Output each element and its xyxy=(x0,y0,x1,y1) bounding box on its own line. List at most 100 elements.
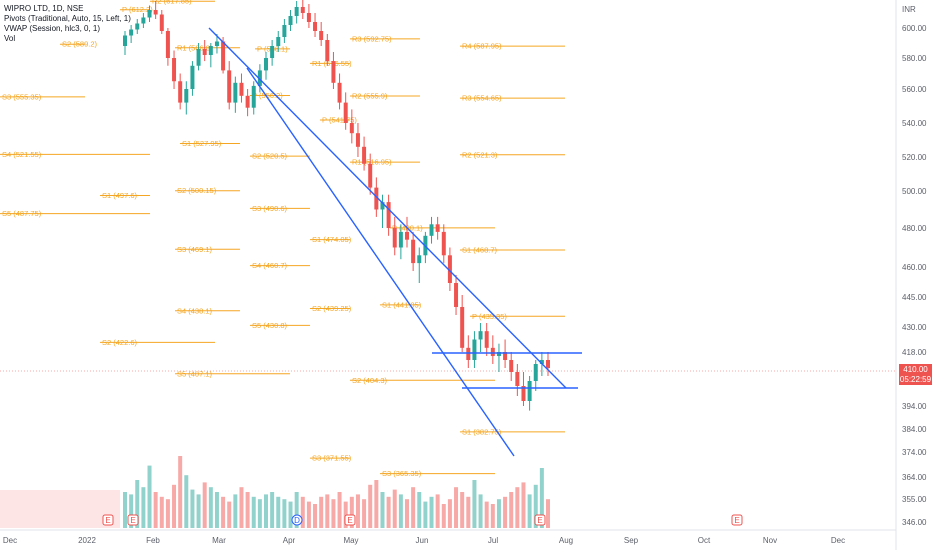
price-tick-label: 600.00 xyxy=(902,24,927,33)
volume-bar xyxy=(135,480,140,528)
candle-body xyxy=(251,85,256,108)
candle-body xyxy=(417,255,422,264)
earnings-marker[interactable]: E xyxy=(102,514,114,526)
time-tick-label: Jul xyxy=(488,536,498,545)
volume-bar xyxy=(196,494,201,528)
volume-bar xyxy=(227,501,232,528)
pivot-label: S4 (521.55) xyxy=(2,150,42,159)
earnings-marker-label: E xyxy=(537,516,542,525)
volume-bar xyxy=(184,475,189,528)
volume-bar xyxy=(147,465,152,528)
price-tick-label: 394.00 xyxy=(902,402,927,411)
price-tick-label: 480.00 xyxy=(902,224,927,233)
dividend-circle xyxy=(291,514,303,526)
volume-bar xyxy=(264,494,268,528)
candle-body xyxy=(245,95,250,108)
candle-body xyxy=(539,360,544,364)
candle-body xyxy=(466,347,471,360)
volume-history-area xyxy=(0,490,120,528)
candle-body xyxy=(221,41,226,71)
candle-body xyxy=(411,239,416,264)
earnings-marker-label: E xyxy=(105,516,110,525)
candle-body xyxy=(165,31,170,58)
candle-body xyxy=(398,231,403,248)
pivot-label: R2 (521.3) xyxy=(462,150,498,159)
earnings-box xyxy=(102,514,114,526)
candle-body xyxy=(325,40,330,62)
time-tick-label: Jun xyxy=(416,536,429,545)
time-tick-label: Mar xyxy=(212,536,226,545)
volume-bar xyxy=(178,456,183,528)
volume-bar xyxy=(521,482,526,528)
volume-bar xyxy=(533,484,538,528)
volume-indicator-label[interactable]: Vol xyxy=(4,34,16,43)
volume-bar xyxy=(300,496,305,528)
volume-bar xyxy=(546,499,550,528)
volume-bar xyxy=(208,487,213,528)
pivots-indicator-label[interactable]: Pivots (Traditional, Auto, 15, Left, 1) xyxy=(4,14,131,23)
candle-body xyxy=(227,70,232,103)
price-tick-label: 430.00 xyxy=(902,323,927,332)
pivot-label: R2 (555.9) xyxy=(352,91,388,100)
volume-bar xyxy=(337,492,342,528)
pivot-label: S3 (469.1) xyxy=(177,245,213,254)
volume-bar xyxy=(466,496,471,528)
earnings-marker-label: D xyxy=(294,516,300,525)
pivot-label: S2 (404.3) xyxy=(352,376,388,385)
time-tick-label: Dec xyxy=(3,536,17,545)
volume-bar xyxy=(441,504,446,528)
pivot-label: P (435.35) xyxy=(472,312,507,321)
volume-bar xyxy=(478,494,483,528)
candle-body xyxy=(214,41,219,46)
candle-body xyxy=(319,31,324,40)
volume-bar xyxy=(423,501,428,528)
volume-bar xyxy=(484,501,489,528)
volume-bar xyxy=(472,480,477,528)
candle-body xyxy=(239,82,244,96)
volume-bar xyxy=(435,494,440,528)
earnings-marker[interactable]: E xyxy=(534,514,546,526)
volume-bar xyxy=(515,487,520,528)
volume-bar xyxy=(325,494,330,528)
candle-body xyxy=(202,49,207,55)
earnings-marker[interactable]: D xyxy=(291,514,303,526)
volume-bar xyxy=(331,499,336,528)
price-tick-label: 520.00 xyxy=(902,153,927,162)
volume-bar xyxy=(454,487,459,528)
volume-bar xyxy=(306,501,311,528)
earnings-marker-label: E xyxy=(130,516,135,525)
earnings-marker-label: E xyxy=(347,516,352,525)
pivot-label: R1 (586.8) xyxy=(177,43,213,52)
earnings-marker[interactable]: E xyxy=(127,514,139,526)
last-price-value: 410.00 xyxy=(903,365,928,374)
channel-upper-line xyxy=(208,27,567,389)
bar-countdown: 05:22:59 xyxy=(899,375,932,384)
chart-legend: WIPRO LTD, 1D, NSE Pivots (Traditional, … xyxy=(4,4,131,44)
volume-bar xyxy=(490,504,495,528)
volume-bar xyxy=(233,494,238,528)
vwap-indicator-label[interactable]: VWAP (Session, hlc3, 0, 1) xyxy=(4,24,101,33)
pivot-label: S2 (500.15) xyxy=(177,186,217,195)
volume-bar xyxy=(239,487,244,528)
earnings-marker[interactable]: E xyxy=(344,514,356,526)
candle-body xyxy=(141,17,146,24)
volume-bar xyxy=(319,496,324,528)
candle-body xyxy=(349,123,354,134)
candle-body xyxy=(264,58,268,71)
candle-body xyxy=(159,14,164,31)
earnings-marker-label: E xyxy=(734,516,739,525)
candle-body xyxy=(546,360,550,368)
volume-bar xyxy=(251,496,256,528)
candle-body xyxy=(184,89,189,103)
volume-bar xyxy=(123,492,127,528)
candle-body xyxy=(196,49,201,66)
earnings-box xyxy=(344,514,356,526)
price-tick-label: 418.00 xyxy=(902,348,927,357)
pivot-label: S1 (527.95) xyxy=(182,139,222,148)
earnings-marker[interactable]: E xyxy=(731,514,743,526)
volume-bar xyxy=(447,499,452,528)
candle-body xyxy=(386,202,391,228)
time-tick-label: Feb xyxy=(146,536,160,545)
candle-body xyxy=(178,81,183,103)
